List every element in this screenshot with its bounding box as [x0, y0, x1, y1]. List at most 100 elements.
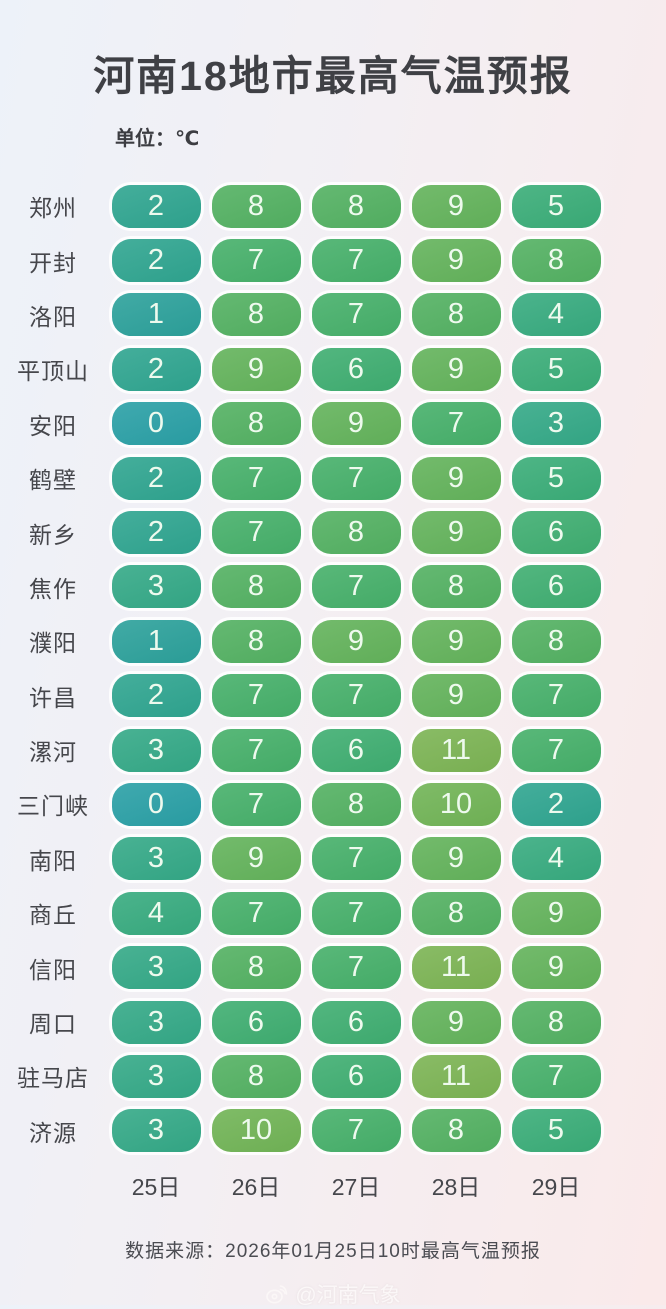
- city-label: 郑州: [29, 195, 77, 222]
- temp-cell: 6: [511, 511, 601, 555]
- cell-slot: 7: [306, 946, 406, 990]
- cell-slot: 4: [106, 891, 206, 935]
- temp-cell: 6: [511, 565, 601, 609]
- table-row: 驻马店 3 8 6 11 7: [0, 1049, 666, 1103]
- cell-slot: 3: [106, 1000, 206, 1044]
- source-note: 数据来源：2026年01月25日10时最高气温预报: [125, 1241, 541, 1263]
- table-row: 商丘 4 7 7 8 9: [0, 886, 666, 940]
- temp-cell: 8: [511, 619, 601, 663]
- cell-slot: 9: [206, 347, 306, 391]
- cell-slot: 7: [306, 1109, 406, 1153]
- temp-cell: 8: [511, 239, 601, 283]
- table-row: 濮阳 1 8 9 9 8: [0, 614, 666, 668]
- cell-slot: 8: [306, 184, 406, 228]
- city-label: 漯河: [29, 739, 77, 766]
- temp-cell: 10: [411, 782, 501, 826]
- temp-cell: 8: [411, 1109, 501, 1153]
- temp-cell: 8: [211, 293, 301, 337]
- temp-cell: 7: [411, 402, 501, 446]
- cell-slot: 6: [506, 565, 606, 609]
- temperature-grid: 郑州 2 8 8 9 5 开封 2 7 7 9 8 洛阳 1 8 7 8 4 平顶山 2 9 6 9 5 安阳 0 8 9 7 3 鹤壁 2 7…: [0, 179, 666, 1158]
- cell-slot: 9: [406, 511, 506, 555]
- cell-slot: 7: [506, 728, 606, 772]
- temp-cell: 8: [511, 1000, 601, 1044]
- cell-slot: 7: [306, 891, 406, 935]
- cell-slot: 9: [306, 402, 406, 446]
- temp-cell: 9: [411, 619, 501, 663]
- temp-cell: 3: [111, 946, 201, 990]
- cell-slot: 11: [406, 728, 506, 772]
- temp-cell: 2: [511, 782, 601, 826]
- temp-cell: 9: [311, 619, 401, 663]
- cell-slot: 11: [406, 1054, 506, 1098]
- temp-cell: 10: [211, 1109, 301, 1153]
- city-label: 周口: [29, 1011, 77, 1038]
- date-label: 25日: [131, 1174, 181, 1201]
- table-row: 焦作 3 8 7 8 6: [0, 560, 666, 614]
- row-cells: 3 10 7 8 5: [106, 1109, 606, 1153]
- table-row: 三门峡 0 7 8 10 2: [0, 777, 666, 831]
- temp-cell: 11: [411, 1054, 501, 1098]
- temp-cell: 9: [411, 511, 501, 555]
- cell-slot: 8: [206, 619, 306, 663]
- cell-slot: 9: [406, 1000, 506, 1044]
- cell-slot: 8: [306, 511, 406, 555]
- table-row: 济源 3 10 7 8 5: [0, 1104, 666, 1158]
- city-label: 三门峡: [17, 793, 89, 820]
- city-label: 驻马店: [17, 1065, 89, 1092]
- city-label: 鹤壁: [29, 467, 77, 494]
- cell-slot: 4: [506, 293, 606, 337]
- cell-slot: 8: [506, 619, 606, 663]
- temp-cell: 8: [411, 565, 501, 609]
- temp-cell: 8: [311, 184, 401, 228]
- cell-slot: 7: [506, 1054, 606, 1098]
- temp-cell: 7: [311, 674, 401, 718]
- cell-slot: 3: [106, 565, 206, 609]
- cell-slot: 6: [306, 728, 406, 772]
- temp-cell: 7: [211, 728, 301, 772]
- watermark: @河南气象: [0, 1279, 666, 1309]
- temp-cell: 5: [511, 1109, 601, 1153]
- cell-slot: 7: [306, 456, 406, 500]
- temp-cell: 5: [511, 184, 601, 228]
- cell-slot: 3: [106, 1054, 206, 1098]
- cell-slot: 9: [306, 619, 406, 663]
- cell-slot: 9: [406, 184, 506, 228]
- cell-slot: 0: [106, 782, 206, 826]
- temp-cell: 9: [411, 184, 501, 228]
- temp-cell: 9: [411, 347, 501, 391]
- temp-cell: 8: [411, 891, 501, 935]
- cell-slot: 7: [306, 293, 406, 337]
- cell-slot: 2: [106, 184, 206, 228]
- table-row: 许昌 2 7 7 9 7: [0, 669, 666, 723]
- temp-cell: 9: [411, 456, 501, 500]
- table-row: 安阳 0 8 9 7 3: [0, 397, 666, 451]
- cell-slot: 7: [306, 674, 406, 718]
- city-label: 开封: [29, 249, 77, 276]
- cell-slot: 8: [206, 184, 306, 228]
- temp-cell: 3: [511, 402, 601, 446]
- temp-cell: 1: [111, 619, 201, 663]
- cell-slot: 5: [506, 456, 606, 500]
- temp-cell: 0: [111, 782, 201, 826]
- temp-cell: 3: [111, 1054, 201, 1098]
- temp-cell: 7: [311, 891, 401, 935]
- temp-cell: 8: [311, 782, 401, 826]
- temp-cell: 8: [211, 402, 301, 446]
- temp-cell: 9: [511, 891, 601, 935]
- cell-slot: 8: [306, 782, 406, 826]
- temp-cell: 4: [511, 293, 601, 337]
- cell-slot: 8: [506, 239, 606, 283]
- date-label: 28日: [431, 1174, 481, 1201]
- temp-cell: 6: [311, 728, 401, 772]
- cell-slot: 9: [406, 837, 506, 881]
- cell-slot: 1: [106, 293, 206, 337]
